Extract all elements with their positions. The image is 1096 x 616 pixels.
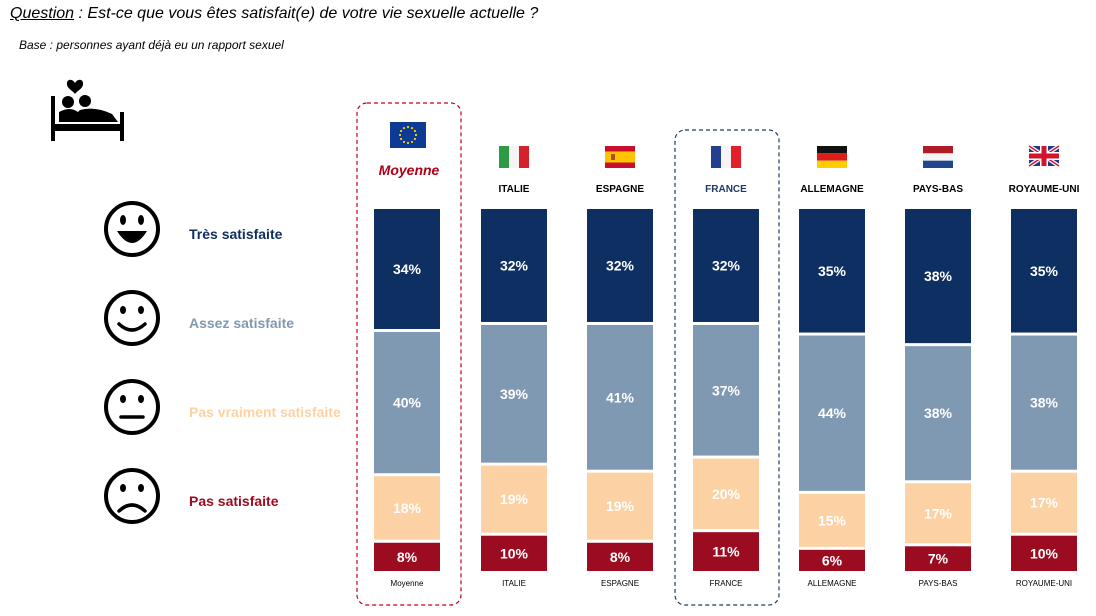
france-highlight-box xyxy=(674,129,780,606)
x-tick-label: ROYAUME-UNI xyxy=(1016,579,1072,588)
bar-segment xyxy=(905,483,971,544)
legend-label: Pas vraiment satisfaite xyxy=(189,404,341,420)
neutral-face-icon xyxy=(104,379,160,435)
question-separator: : xyxy=(74,5,88,22)
bar-segment xyxy=(693,324,759,456)
data-label: 41% xyxy=(606,389,635,405)
data-label: 37% xyxy=(712,382,741,398)
data-label: 44% xyxy=(818,405,847,421)
data-label: 17% xyxy=(1030,495,1059,511)
header-label: ITALIE xyxy=(499,184,530,195)
data-label: 32% xyxy=(606,257,635,273)
bar-segment xyxy=(374,542,440,571)
bar-segment xyxy=(905,546,971,571)
bar-segment xyxy=(1011,335,1077,470)
france-flag-icon xyxy=(711,146,741,168)
bar-segment xyxy=(587,472,653,540)
data-label: 20% xyxy=(712,486,741,502)
bar-segment xyxy=(905,346,971,481)
bar-segment xyxy=(1011,535,1077,571)
legend-label: Pas satisfaite xyxy=(189,493,279,509)
data-label: 8% xyxy=(610,549,631,565)
header-label-average: Moyenne xyxy=(379,162,440,178)
bar-segment xyxy=(799,209,865,333)
question-body: Est-ce que vous êtes satisfait(e) de vot… xyxy=(87,5,539,22)
bar-segment xyxy=(693,209,759,322)
question-text: Question : Est-ce que vous êtes satisfai… xyxy=(10,5,538,23)
data-label: 38% xyxy=(1030,395,1059,411)
bar-segment xyxy=(1011,472,1077,533)
data-label: 17% xyxy=(924,505,953,521)
sad-face-icon xyxy=(104,468,160,524)
bar-segment xyxy=(374,332,440,474)
header-label: ESPAGNE xyxy=(596,184,644,195)
data-label: 19% xyxy=(606,498,635,514)
data-label: 40% xyxy=(393,395,422,411)
header-label: ALLEMAGNE xyxy=(800,184,864,195)
x-tick-label: ALLEMAGNE xyxy=(808,579,857,588)
x-tick-label: ESPAGNE xyxy=(601,579,639,588)
header-label: FRANCE xyxy=(705,184,747,195)
x-tick-label: PAYS-BAS xyxy=(919,579,958,588)
data-label: 15% xyxy=(818,512,847,528)
data-label: 35% xyxy=(818,263,847,279)
average-highlight-box xyxy=(356,102,462,606)
data-label: 6% xyxy=(822,552,843,568)
data-label: 8% xyxy=(397,549,418,565)
question-label: Question xyxy=(10,5,75,22)
data-label: 7% xyxy=(928,551,949,567)
bar-segment xyxy=(374,476,440,540)
data-label: 32% xyxy=(712,257,741,273)
data-label: 32% xyxy=(500,257,529,273)
header-label: PAYS-BAS xyxy=(913,184,963,195)
data-label: 10% xyxy=(500,545,529,561)
uk-flag-icon xyxy=(1027,144,1061,168)
bar-segment xyxy=(481,465,547,533)
bar-segment xyxy=(587,542,653,571)
data-label: 34% xyxy=(393,261,422,277)
legend-label: Très satisfaite xyxy=(189,226,283,242)
data-label: 38% xyxy=(924,268,953,284)
bar-segment xyxy=(693,458,759,530)
bar-segment xyxy=(481,535,547,571)
bar-segment xyxy=(799,549,865,571)
bar-segment xyxy=(693,532,759,571)
data-label: 39% xyxy=(500,386,529,402)
germany-flag-icon xyxy=(817,146,847,168)
very-happy-face-icon xyxy=(104,201,160,257)
header-label: ROYAUME-UNI xyxy=(1009,184,1080,195)
x-tick-label: FRANCE xyxy=(710,579,743,588)
bar-segment xyxy=(481,324,547,463)
spain-flag-icon xyxy=(605,146,635,168)
bar-segment xyxy=(799,493,865,547)
bar-segment xyxy=(905,209,971,344)
legend-label: Assez satisfaite xyxy=(189,315,294,331)
data-label: 18% xyxy=(393,500,422,516)
smiling-face-icon xyxy=(104,290,160,346)
data-label: 38% xyxy=(924,405,953,421)
bar-segment xyxy=(1011,209,1077,333)
data-label: 11% xyxy=(712,544,740,560)
base-note: Base : personnes ayant déjà eu un rappor… xyxy=(19,38,284,52)
x-tick-label: Moyenne xyxy=(391,579,424,588)
data-label: 35% xyxy=(1030,263,1059,279)
data-label: 19% xyxy=(500,491,529,507)
bar-segment xyxy=(799,335,865,491)
x-tick-label: ITALIE xyxy=(502,579,526,588)
bar-segment xyxy=(374,209,440,330)
bar-segment xyxy=(481,209,547,322)
couple-in-bed-icon xyxy=(51,79,124,141)
bar-segment xyxy=(587,324,653,470)
italy-flag-icon xyxy=(499,146,529,168)
eu-flag-icon xyxy=(390,122,426,148)
bar-segment xyxy=(587,209,653,322)
netherlands-flag-icon xyxy=(923,146,953,168)
data-label: 10% xyxy=(1030,545,1059,561)
